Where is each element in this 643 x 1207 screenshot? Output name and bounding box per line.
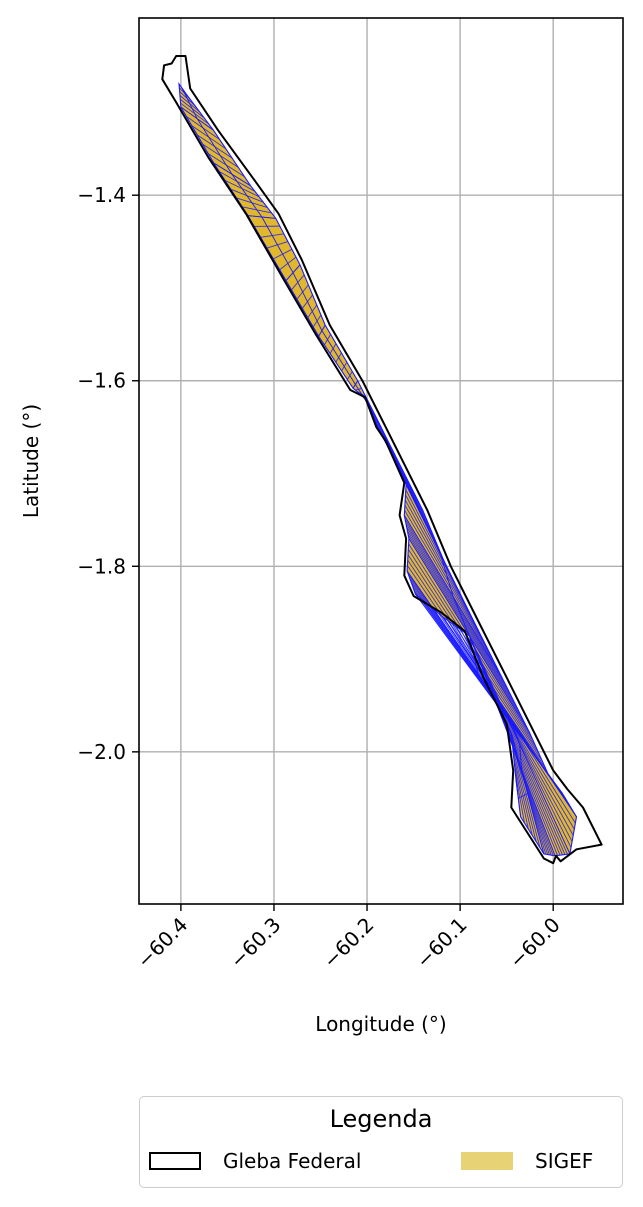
parcel-outer-boundary	[178, 81, 578, 857]
x-tick-label: −60.2	[318, 913, 378, 973]
parcel-boundary	[510, 733, 545, 855]
legend-label-sigef: SIGEF	[535, 1149, 594, 1173]
parcel-boundary	[509, 716, 521, 746]
plot-frame	[138, 17, 624, 905]
legend-label-gleba-federal: Gleba Federal	[223, 1149, 362, 1173]
parcel-boundary	[181, 88, 198, 119]
parcel-boundary	[452, 596, 470, 637]
parcel-boundary	[292, 272, 323, 331]
parcel-boundary	[519, 744, 522, 770]
x-tick-label: −60.3	[225, 913, 285, 973]
legend-entry-gleba-federal: Gleba Federal	[149, 1149, 361, 1173]
legend-title: Legenda	[329, 1105, 433, 1133]
legend: Legenda Gleba Federal SIGEF	[139, 1096, 623, 1188]
axis-ticks: −60.4 −60.3 −60.2 −60.1 −60.0 −1.4 −1.6 −1.8 −2.…	[77, 183, 564, 973]
y-tick-label: −1.4	[77, 183, 126, 207]
sigef-area	[179, 83, 577, 856]
x-tick-label: −60.4	[132, 913, 192, 973]
x-tick-label: −60.1	[411, 913, 471, 973]
parcel-boundary	[518, 793, 528, 799]
grid-lines	[139, 18, 623, 904]
parcel-boundary	[439, 553, 454, 597]
sigef-fill-swatch	[461, 1152, 513, 1170]
x-tick-label: −60.0	[504, 913, 564, 973]
parcel-boundary	[180, 106, 214, 131]
y-axis-label: Latitude (°)	[19, 404, 43, 518]
gleba-outline-swatch	[149, 1152, 201, 1170]
gleba-federal-outline	[161, 55, 603, 865]
legend-entry-sigef: SIGEF	[461, 1149, 593, 1173]
sigef-parcels	[178, 81, 578, 857]
parcel-boundary	[196, 118, 233, 175]
parcel-boundary	[261, 216, 294, 273]
parcel-boundary	[231, 174, 263, 218]
gleba-boundary	[161, 55, 603, 865]
y-tick-label: −1.6	[77, 369, 126, 393]
x-axis-label: Longitude (°)	[315, 1012, 446, 1036]
y-tick-label: −2.0	[77, 740, 126, 764]
y-tick-label: −1.8	[77, 554, 126, 578]
parcel-boundary	[321, 330, 356, 385]
sigef-layer	[179, 83, 577, 856]
